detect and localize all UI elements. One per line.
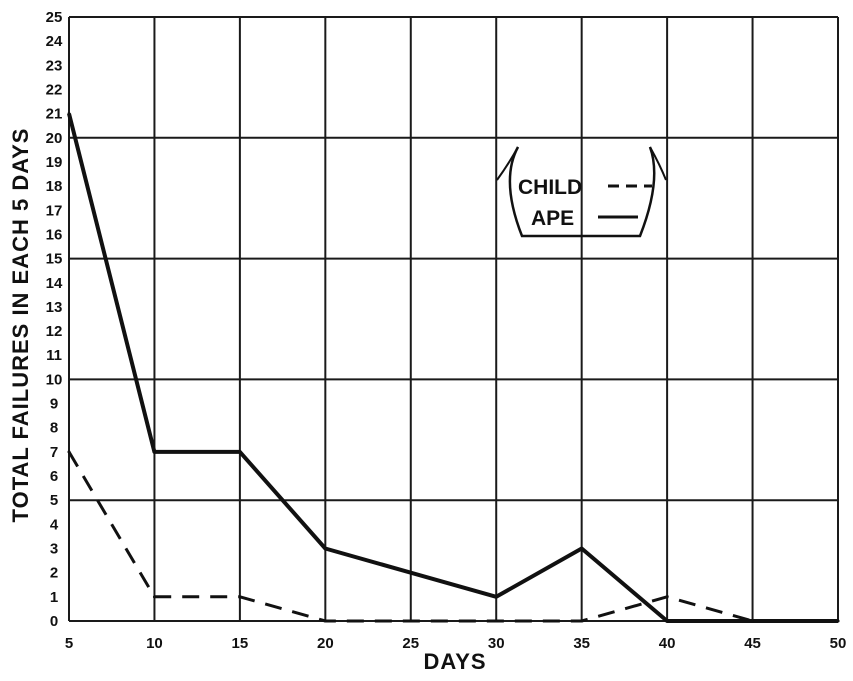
data-point-ape (409, 571, 413, 575)
x-tick-label: 20 (317, 635, 334, 652)
series-line-child (67, 451, 838, 623)
y-tick-label: 19 (46, 154, 63, 171)
y-tick-label: 12 (46, 323, 63, 340)
y-axis-title: TOTAL FAILURES IN EACH 5 DAYS (8, 128, 33, 523)
data-point-ape (580, 547, 584, 551)
y-tick-label: 17 (46, 202, 63, 219)
legend-bracket-left (496, 146, 519, 181)
data-point-child (323, 619, 327, 623)
legend-label-ape: APE (531, 207, 574, 230)
data-point-child (152, 595, 156, 599)
data-point-ape (751, 619, 755, 623)
y-tick-label: 7 (50, 444, 58, 461)
y-tick-label: 6 (50, 468, 58, 485)
y-tick-label: 16 (46, 226, 63, 243)
x-tick-label: 25 (402, 635, 419, 652)
y-tick-label: 20 (46, 130, 63, 147)
data-point-ape (323, 547, 327, 551)
y-tick-label: 4 (50, 516, 59, 533)
data-point-child (238, 595, 242, 599)
y-tick-label: 14 (46, 275, 63, 292)
x-tick-label: 40 (659, 635, 676, 652)
x-axis-ticks: 5 10 15 20 25 30 35 40 45 50 (65, 635, 847, 652)
x-tick-label: 50 (830, 635, 847, 652)
legend-frame (508, 146, 656, 238)
y-tick-label: 25 (46, 9, 63, 26)
data-point-child (67, 450, 71, 454)
data-point-ape (494, 595, 498, 599)
data-point-ape (238, 450, 242, 454)
data-point-ape (152, 450, 156, 454)
y-tick-label: 24 (46, 33, 63, 50)
y-tick-label: 1 (50, 589, 58, 606)
data-point-child (580, 619, 584, 623)
x-tick-label: 5 (65, 635, 73, 652)
y-tick-label: 21 (46, 106, 63, 123)
y-tick-label: 9 (50, 396, 58, 413)
data-point-child (665, 595, 669, 599)
x-axis-title: DAYS (423, 649, 486, 674)
y-axis-ticks: 0123456789101112131415161718192021222324… (46, 9, 63, 630)
y-tick-label: 5 (50, 492, 58, 509)
data-point-ape (836, 619, 840, 623)
x-tick-label: 30 (488, 635, 505, 652)
x-tick-label: 45 (744, 635, 761, 652)
data-series (67, 112, 840, 623)
y-tick-label: 3 (50, 541, 58, 558)
legend-label-child: CHILD (518, 176, 582, 199)
x-tick-label: 15 (232, 635, 249, 652)
legend-box: CHILD APE (496, 146, 667, 238)
grid-lines (68, 16, 839, 622)
y-tick-label: 10 (46, 371, 63, 388)
y-tick-label: 18 (46, 178, 63, 195)
data-point-ape (67, 112, 71, 116)
series-line-ape (67, 113, 838, 623)
y-tick-label: 13 (46, 299, 63, 316)
y-tick-label: 22 (46, 81, 63, 98)
y-tick-label: 11 (46, 347, 62, 364)
y-tick-label: 15 (46, 251, 63, 268)
y-tick-label: 23 (46, 57, 63, 74)
y-tick-label: 0 (50, 613, 58, 630)
data-point-child (409, 619, 413, 623)
data-point-child (494, 619, 498, 623)
x-tick-label: 10 (146, 635, 163, 652)
legend-bracket-right (649, 146, 667, 181)
x-tick-label: 35 (573, 635, 590, 652)
y-tick-label: 8 (50, 420, 58, 437)
y-tick-label: 2 (50, 565, 58, 582)
data-point-ape (665, 619, 669, 623)
